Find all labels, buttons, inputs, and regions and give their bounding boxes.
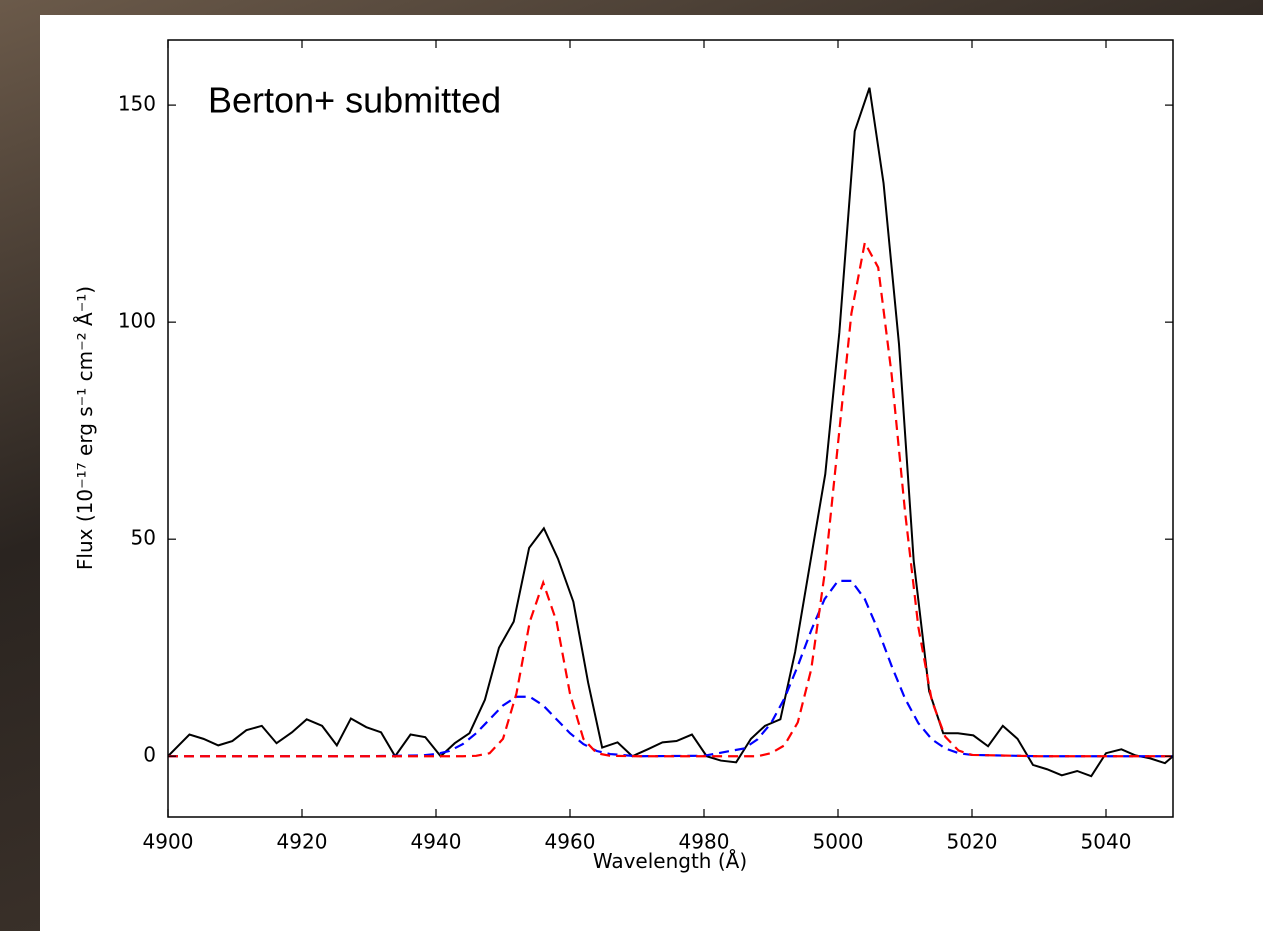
panel [40,15,1263,931]
x-tick-label: 5000 [813,830,864,854]
y-tick-label: 50 [131,526,156,550]
y-tick-label: 100 [118,309,156,333]
x-tick-label: 4960 [545,830,596,854]
x-tick-label: 4900 [143,830,194,854]
x-tick-label: 5040 [1081,830,1132,854]
x-tick-label: 5020 [947,830,998,854]
x-tick-label: 4980 [679,830,730,854]
x-tick-label: 4940 [411,830,462,854]
y-axis-label: Flux (10⁻¹⁷ erg s⁻¹ cm⁻² Å⁻¹) [73,286,97,570]
y-tick-label: 0 [143,743,156,767]
data-line [168,579,1173,758]
y-tick-label: 150 [118,92,156,116]
plot-frame [167,39,1174,818]
data-line [168,239,1173,758]
annotation: Berton+ submitted [208,80,501,121]
x-axis-label: Wavelength (Å) [593,849,747,873]
x-tick-label: 4920 [277,830,328,854]
data-line [168,87,1173,778]
